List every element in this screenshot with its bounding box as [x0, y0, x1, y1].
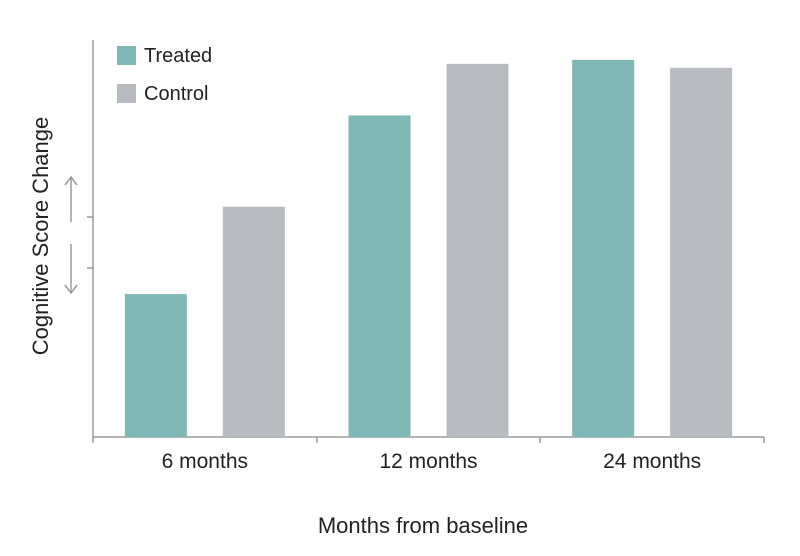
legend-label-control: Control	[144, 83, 208, 105]
legend-swatch-control	[117, 84, 136, 103]
bars-layer	[124, 59, 733, 438]
x-tick-labels: 6 months 12 months 24 months	[162, 450, 702, 473]
x-tick-label: 6 months	[162, 450, 248, 473]
up-arrow-icon	[64, 175, 78, 222]
legend-label-treated: Treated	[144, 45, 212, 67]
bar-treated-2	[348, 115, 411, 438]
x-tick-label: 24 months	[603, 450, 701, 473]
legend-swatch-treated	[117, 46, 136, 65]
bar-control-3	[670, 67, 733, 437]
legend: Treated Control	[117, 45, 212, 105]
down-arrow-icon	[64, 244, 78, 295]
bar-control-1	[222, 206, 285, 437]
x-axis-title: Months from baseline	[318, 513, 528, 538]
bar-treated-1	[124, 294, 187, 437]
bar-treated-3	[572, 59, 635, 437]
x-tick-label: 12 months	[379, 450, 477, 473]
y-axis-title: Cognitive Score Change	[28, 117, 53, 355]
bar-control-2	[446, 63, 509, 437]
